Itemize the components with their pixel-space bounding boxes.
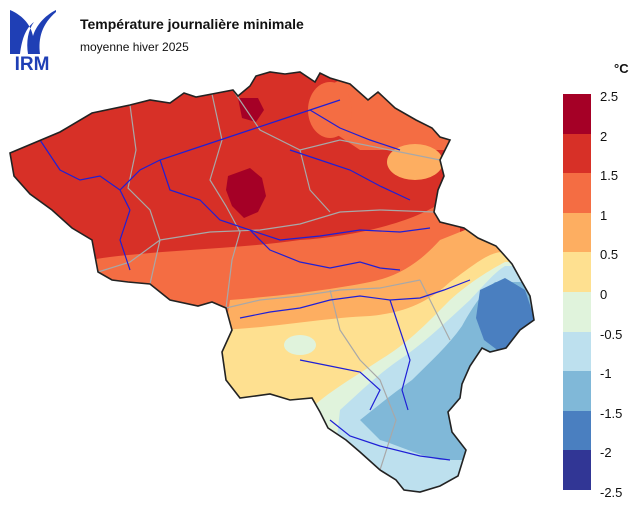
legend-swatch — [563, 331, 591, 372]
legend-tick-label: 1.5 — [600, 168, 619, 184]
legend-tick-label: -1 — [600, 366, 612, 382]
logo-label: IRM — [15, 54, 50, 72]
legend-swatch — [563, 212, 591, 253]
legend-swatch — [563, 410, 591, 451]
map-title: Température journalière minimale — [80, 16, 304, 32]
map-subtitle: moyenne hiver 2025 — [80, 40, 189, 54]
legend-swatch — [563, 252, 591, 292]
legend-tick-label: -0.5 — [600, 326, 623, 342]
legend-tick-label: 2 — [600, 128, 608, 144]
irm-logo: IRM — [6, 8, 58, 72]
legend-swatch — [563, 291, 591, 332]
legend-swatch — [563, 133, 591, 174]
legend-tick-label: -1.5 — [600, 405, 623, 421]
legend-tick-label: 0.5 — [600, 247, 619, 263]
legend-tick-label: 2.5 — [600, 89, 619, 104]
legend-tick-label: 0 — [600, 287, 608, 302]
legend-swatch — [563, 94, 591, 134]
legend-tick-label: -2.5 — [600, 485, 623, 500]
country-border — [9, 71, 535, 493]
legend-unit: °C — [614, 61, 629, 76]
legend-swatch — [563, 371, 591, 411]
legend-tick-label: -2 — [600, 445, 612, 461]
legend-swatch — [563, 450, 591, 490]
legend-swatch — [563, 173, 591, 213]
color-legend — [563, 94, 591, 490]
legend-tick-label: 1 — [600, 207, 608, 223]
